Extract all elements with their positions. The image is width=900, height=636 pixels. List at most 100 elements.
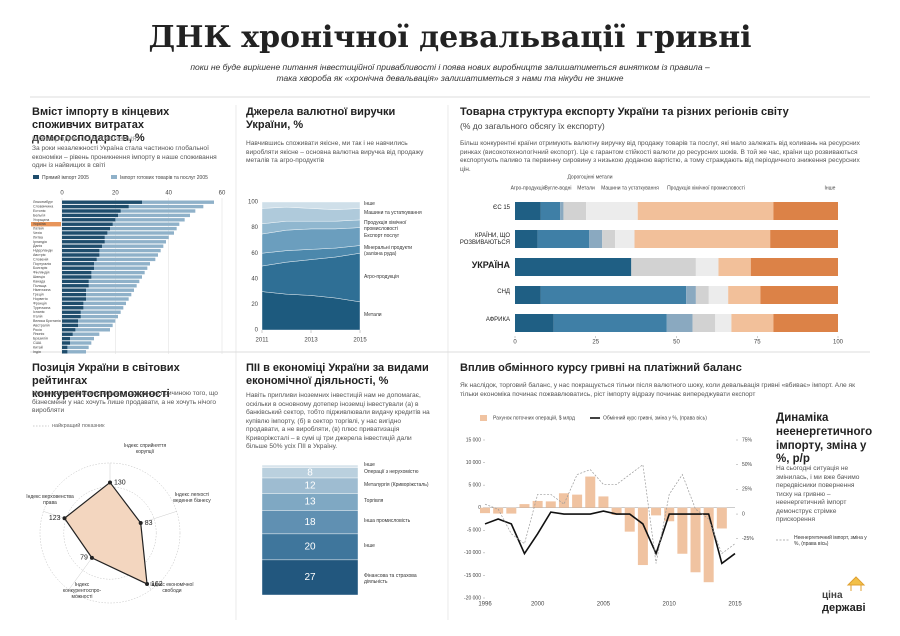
bar — [62, 257, 156, 262]
bar — [62, 253, 158, 257]
bar — [62, 262, 150, 266]
category-label: ЄС 15 — [493, 205, 510, 211]
category-label: АФРИКА — [485, 317, 510, 323]
chart-title: Товарна структура експорту України та рі… — [460, 106, 789, 118]
legend-swatch — [480, 415, 487, 421]
bar — [572, 494, 583, 508]
y-tick-label: -5 000 — [467, 528, 481, 534]
bar — [62, 262, 94, 266]
y-tick-label: 100 — [248, 200, 259, 206]
bar — [62, 244, 164, 248]
y-tick-label: Італія — [33, 315, 42, 319]
chart-text: Несприятливий бізнес-клімат є основною п… — [32, 390, 218, 415]
y2-tick-label: -25% — [742, 536, 754, 542]
bar — [62, 336, 70, 341]
bar — [62, 301, 126, 306]
bar — [62, 213, 190, 218]
bar — [624, 507, 635, 532]
y-tick-label: США — [33, 341, 42, 345]
bar — [598, 496, 609, 508]
value-label: 79 — [80, 555, 88, 562]
bar-segment — [515, 314, 554, 332]
chart-subtitle: (% до загального обсягу їх експорту) — [460, 121, 605, 131]
bar — [545, 501, 556, 508]
value-label: 162 — [151, 581, 163, 588]
series-label: Метали — [577, 185, 595, 191]
area — [261, 201, 361, 210]
bar — [62, 226, 177, 231]
x-tick-label: 2015 — [728, 602, 742, 608]
y-tick-label: Норвегія — [33, 297, 48, 301]
bar — [62, 323, 78, 328]
y-tick-label: Китай — [33, 345, 43, 349]
bar — [62, 235, 105, 240]
chart-subtitle: міжнародне співставлення — [32, 133, 137, 143]
radar-area — [63, 481, 148, 585]
category-label: Операції з нерухомістю — [364, 468, 419, 475]
bar-segment — [602, 230, 616, 248]
legend-swatch — [33, 175, 39, 179]
category-label: УКРАЇНА — [471, 260, 510, 270]
bar — [62, 332, 73, 336]
bar — [62, 292, 132, 297]
bar — [62, 266, 148, 270]
y-tick-label: Чехія — [33, 231, 42, 235]
bar-segment — [540, 202, 561, 220]
y-tick-label: Польща — [33, 284, 46, 288]
y-tick-label: Данія — [33, 244, 42, 248]
x-tick-label: 2000 — [531, 602, 545, 608]
y-tick-label: Естонія — [33, 209, 46, 213]
bar-segment — [563, 202, 587, 220]
series-label: Дорогоцінні метали — [567, 174, 612, 180]
bar — [62, 279, 140, 284]
radar-point — [89, 555, 94, 560]
x-tick-label: 50 — [673, 340, 680, 346]
y-tick-label: Болгарія — [33, 266, 47, 270]
bar — [493, 507, 504, 514]
bar — [62, 279, 89, 284]
line — [484, 464, 736, 564]
bar-segment — [686, 286, 696, 304]
legend-label: найкращий показник — [52, 423, 105, 429]
logo-text: державі — [822, 602, 866, 614]
bar — [62, 257, 97, 262]
axis-label: Індекс економічної свободи — [150, 582, 194, 594]
bar-segment — [553, 314, 667, 332]
y-tick-label: 40 — [251, 276, 258, 282]
legend-swatch — [111, 175, 117, 179]
y-tick-label: Туреччина — [33, 306, 50, 310]
bar-segment — [586, 202, 638, 220]
bar-segment — [515, 202, 541, 220]
bar — [62, 310, 121, 314]
subtitle: поки не буде вирішене питання інвестицій… — [190, 62, 710, 72]
y-tick-label: 5 000 — [468, 482, 481, 488]
y-tick-label: Литва — [33, 235, 43, 239]
y-tick-label: Люксембург — [33, 200, 54, 204]
y-tick-label: -20 000 — [464, 595, 481, 601]
chart-title: Вплив обмінного курсу гривні на платіжни… — [460, 362, 742, 374]
chart-title: Джерела валютної виручки України, % — [246, 106, 396, 132]
x-tick-label: 2011 — [256, 338, 270, 344]
x-tick-label: 60 — [219, 191, 226, 197]
bar — [585, 476, 596, 508]
bar — [62, 275, 142, 279]
category-label: Торгівля — [364, 498, 384, 505]
bar — [62, 345, 89, 350]
subtitle: така хвороба як «хронічна девальвація» з… — [276, 73, 624, 83]
bar-segment — [773, 314, 838, 332]
bar — [62, 266, 94, 270]
chart-text: За роки незалежності Україна стала части… — [32, 145, 217, 170]
bar — [62, 222, 180, 226]
bar-segment — [695, 286, 709, 304]
y-tick-label: Україна — [33, 222, 46, 226]
chart-text: Навіть припливи іноземних інвестицій нам… — [246, 392, 430, 451]
y-tick-label: Ірландія — [33, 240, 47, 244]
bar-segment — [715, 314, 732, 332]
y-tick-label: Фінляндія — [33, 271, 49, 275]
y-tick-label: Франція — [33, 301, 47, 305]
value-label: 18 — [304, 517, 316, 528]
bar-segment — [637, 202, 774, 220]
bar — [62, 319, 78, 323]
radar-point — [138, 521, 143, 526]
